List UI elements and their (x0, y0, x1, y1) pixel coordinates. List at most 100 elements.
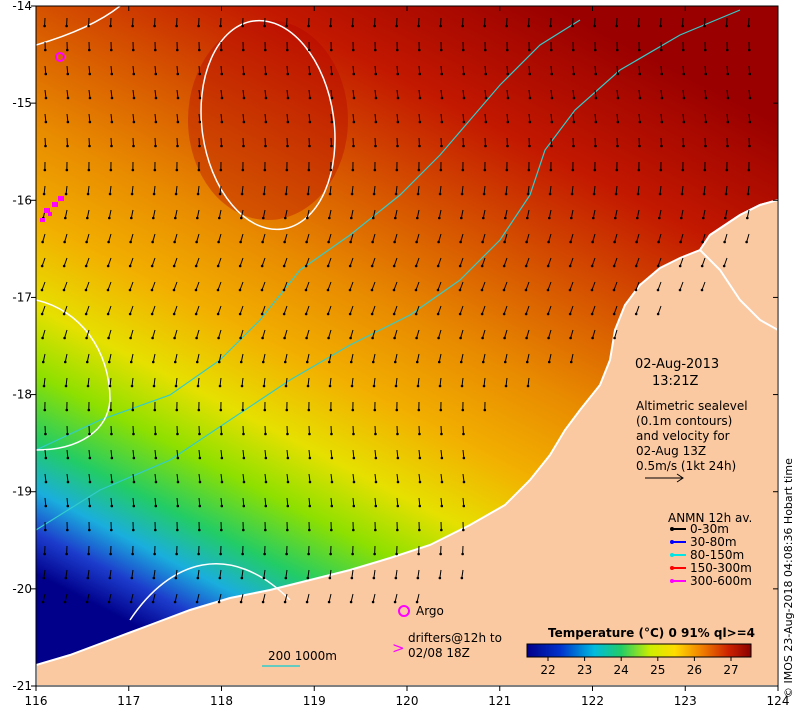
velocity-arrow-head (132, 120, 136, 124)
velocity-arrow (437, 305, 442, 315)
velocity-arrow-head (242, 456, 246, 460)
velocity-arrow (657, 281, 662, 291)
velocity-arrow (283, 257, 288, 267)
velocity-arrow (63, 281, 68, 291)
velocity-arrow-head (748, 96, 752, 100)
velocity-arrow-head (480, 312, 484, 316)
velocity-arrow (242, 473, 245, 483)
velocity-arrow-head (371, 600, 375, 604)
velocity-arrow (394, 329, 398, 339)
velocity-arrow-head (240, 192, 244, 196)
velocity-arrow-head (396, 456, 400, 460)
velocity-arrow-head (525, 360, 529, 364)
velocity-arrow-head (327, 336, 330, 340)
velocity-arrow (217, 305, 222, 315)
velocity-arrow (374, 473, 377, 483)
velocity-arrow (174, 353, 178, 363)
velocity-arrow (440, 113, 443, 123)
velocity-arrow-head (656, 312, 660, 316)
velocity-arrow-head (414, 288, 418, 292)
velocity-arrow-head (285, 408, 289, 412)
velocity-arrow-head (415, 600, 419, 604)
velocity-arrow-head (594, 96, 598, 100)
date-label: 02-Aug-2013 (635, 357, 719, 372)
velocity-arrow (616, 89, 619, 99)
velocity-arrow (130, 233, 134, 243)
velocity-arrow (372, 593, 376, 603)
velocity-arrow (198, 473, 201, 483)
velocity-arrow-head (43, 552, 46, 556)
velocity-arrow-head (437, 336, 440, 340)
velocity-arrow (108, 353, 112, 363)
velocity-arrow-head (242, 432, 245, 436)
velocity-arrow-head (550, 72, 554, 76)
velocity-arrow (88, 89, 91, 99)
velocity-arrow (415, 257, 420, 267)
velocity-arrow-head (172, 288, 176, 292)
velocity-arrow-head (218, 576, 222, 580)
velocity-arrow (657, 305, 662, 315)
velocity-arrow (349, 305, 354, 315)
velocity-arrow (482, 329, 486, 339)
velocity-arrow-head (238, 312, 242, 316)
velocity-arrow-head (176, 120, 180, 124)
velocity-arrow-head (506, 96, 510, 100)
velocity-arrow-head (264, 120, 268, 124)
velocity-arrow-head (591, 216, 595, 220)
velocity-arrow (196, 233, 200, 243)
depth-bin-label: 0-30m (690, 522, 729, 536)
velocity-arrow-head (349, 216, 353, 220)
velocity-arrow-head (66, 504, 70, 508)
velocity-arrow-head (86, 576, 90, 580)
velocity-arrow-head (395, 24, 398, 28)
velocity-arrow-head (417, 24, 420, 28)
velocity-arrow-head (614, 192, 618, 196)
colorbar-title: Temperature (°C) 0 91% ql>=4 (548, 626, 755, 640)
velocity-arrow (396, 113, 399, 123)
velocity-arrow (417, 569, 420, 579)
velocity-arrow-head (436, 312, 440, 316)
velocity-arrow-head (132, 144, 135, 148)
velocity-arrow (305, 257, 310, 267)
velocity-arrow (173, 281, 178, 291)
velocity-arrow-head (172, 312, 176, 316)
velocity-arrow (110, 65, 113, 75)
velocity-arrow (680, 209, 684, 219)
velocity-arrow (196, 209, 200, 219)
velocity-arrow-head (396, 480, 400, 484)
velocity-arrow-head (129, 216, 133, 220)
velocity-arrow (262, 209, 266, 219)
velocity-arrow-head (304, 264, 308, 268)
velocity-arrow-head (128, 264, 132, 268)
velocity-arrow (703, 185, 706, 195)
velocity-arrow-head (286, 456, 290, 460)
velocity-arrow (527, 185, 530, 195)
velocity-arrow (263, 185, 266, 195)
y-tick-label: -21 (12, 679, 32, 693)
velocity-arrow (416, 329, 420, 339)
velocity-arrow-head (219, 48, 223, 52)
velocity-arrow-head (524, 288, 528, 292)
velocity-arrow (64, 233, 68, 243)
velocity-arrow (616, 65, 619, 75)
velocity-arrow-head (616, 144, 619, 148)
velocity-arrow-head (131, 24, 134, 28)
velocity-arrow-head (107, 240, 110, 244)
velocity-arrow-head (613, 240, 616, 244)
velocity-arrow (614, 209, 618, 219)
velocity-arrow-head (239, 600, 243, 604)
velocity-arrow (284, 329, 288, 339)
velocity-arrow (42, 593, 46, 603)
velocity-arrow (43, 569, 46, 579)
velocity-arrow (66, 497, 69, 507)
velocity-arrow-head (151, 240, 154, 244)
velocity-arrow (129, 305, 134, 315)
velocity-arrow (549, 185, 552, 195)
velocity-arrow (306, 593, 310, 603)
velocity-arrow-head (263, 48, 267, 52)
velocity-arrow-head (568, 312, 572, 316)
velocity-arrow (262, 329, 266, 339)
velocity-arrow-head (264, 504, 268, 508)
velocity-arrow-head (547, 360, 551, 364)
velocity-arrow-head (416, 576, 420, 580)
